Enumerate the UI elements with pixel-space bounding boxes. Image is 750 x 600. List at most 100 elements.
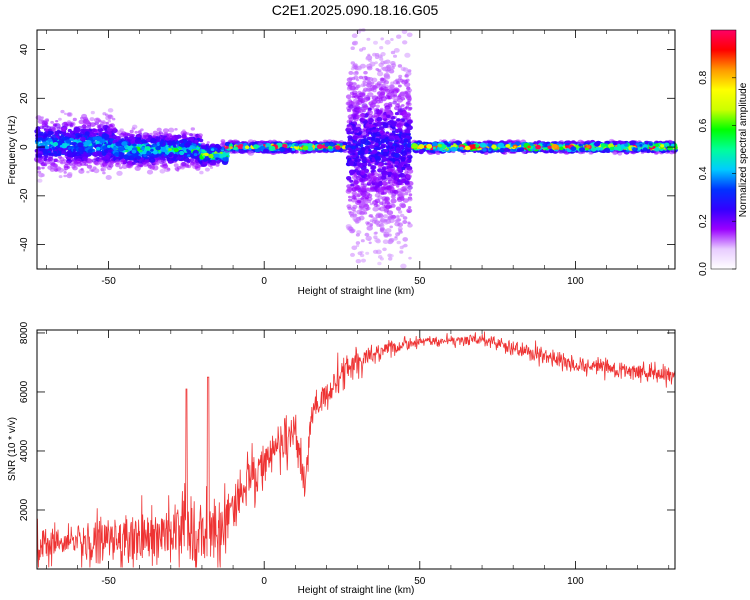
spectrogram-cell bbox=[324, 142, 330, 147]
spectrogram-cell bbox=[403, 107, 408, 111]
spectrogram-cell bbox=[389, 134, 395, 139]
spectrogram-cell bbox=[176, 169, 180, 172]
spectrogram-cell bbox=[67, 172, 73, 177]
spectrogram-cell bbox=[351, 145, 357, 150]
spectrogram-cell bbox=[362, 80, 367, 84]
spectrogram-cell bbox=[168, 135, 175, 141]
spectrogram-cell bbox=[348, 195, 352, 199]
spectrogram-cell bbox=[372, 52, 377, 57]
spectrogram-cell bbox=[121, 131, 127, 136]
spectrogram-cell bbox=[359, 164, 363, 168]
spectrogram-cell bbox=[162, 163, 168, 169]
spectrogram-cell bbox=[405, 92, 409, 95]
spectrogram-cell bbox=[154, 161, 160, 166]
spectrogram-cell bbox=[101, 151, 107, 156]
spectrogram-cell bbox=[362, 135, 367, 139]
spectrogram-cell bbox=[345, 94, 352, 99]
spectrogram-cell bbox=[149, 132, 153, 136]
spectrogram-cell bbox=[37, 153, 43, 158]
spectrogram-cell bbox=[294, 143, 299, 147]
spectrogram-cell bbox=[139, 149, 143, 153]
spectrogram-cell bbox=[358, 189, 362, 193]
spectrogram-cell bbox=[38, 137, 43, 141]
spectrogram-cell bbox=[48, 153, 52, 156]
spectrogram-cell bbox=[136, 155, 142, 160]
spectrogram-cell bbox=[123, 154, 129, 160]
spectrogram-cell bbox=[347, 135, 353, 140]
spectrogram-cell bbox=[156, 127, 162, 132]
spectrogram-cell bbox=[214, 151, 218, 155]
spectrogram-cell bbox=[109, 123, 115, 128]
spectrogram-cell bbox=[395, 218, 401, 223]
spectrogram-cell bbox=[211, 160, 217, 164]
spectrogram-cell bbox=[390, 194, 395, 198]
spectrogram-cell bbox=[70, 122, 74, 126]
spectrogram-cell bbox=[366, 66, 373, 71]
spectrogram-cell bbox=[356, 148, 361, 151]
spectrogram-cell bbox=[361, 147, 366, 151]
spectrogram-cell bbox=[82, 119, 88, 123]
spectrogram-cell bbox=[358, 98, 363, 103]
spectrogram-cell bbox=[364, 124, 369, 128]
spectrogram-cell bbox=[387, 174, 391, 178]
spectrogram-cell bbox=[361, 188, 367, 192]
spectrogram-cell bbox=[407, 206, 412, 209]
spectrogram-cell bbox=[93, 168, 100, 174]
spectrogram-cell bbox=[146, 138, 151, 142]
spectrogram-cell bbox=[107, 132, 112, 136]
spectrogram-cell bbox=[54, 168, 58, 172]
spectrogram-cell bbox=[187, 150, 192, 154]
spectrogram-cell bbox=[59, 126, 63, 129]
spectrogram-cell bbox=[102, 145, 107, 150]
spectrogram-cell bbox=[136, 134, 141, 138]
spectrogram-cell bbox=[36, 166, 42, 171]
spectrogram-cell bbox=[87, 149, 93, 154]
spectrogram-cell bbox=[374, 142, 379, 146]
spectrogram-cell bbox=[353, 98, 358, 103]
spectrogram-cell bbox=[302, 145, 309, 151]
spectrogram-cell bbox=[402, 110, 407, 113]
spectrogram-cell bbox=[100, 121, 105, 126]
spectrogram-cell bbox=[361, 117, 366, 121]
spectrogram-cell bbox=[41, 166, 45, 170]
spectrogram-cell bbox=[168, 148, 172, 151]
spectrogram-cell bbox=[165, 136, 171, 141]
spectrogram-cell bbox=[379, 91, 386, 96]
spectrogram-cell bbox=[382, 239, 389, 244]
spectrogram-cell bbox=[401, 245, 406, 248]
spectrogram-cell bbox=[43, 133, 49, 138]
spectrogram-cell bbox=[369, 127, 373, 131]
spectrogram-cell bbox=[407, 221, 411, 225]
spectrogram-cell bbox=[395, 173, 399, 177]
spectrogram-cell bbox=[380, 192, 385, 196]
spectrogram-cell bbox=[389, 225, 394, 229]
spectrogram-cell bbox=[193, 153, 198, 157]
spectrogram-cell bbox=[79, 160, 87, 166]
spectrogram-cell bbox=[350, 252, 355, 257]
spectrogram-cell bbox=[348, 198, 352, 202]
spectrogram-cell bbox=[367, 110, 374, 115]
spectrogram-cell bbox=[352, 204, 358, 209]
spectrogram-cell bbox=[167, 153, 173, 158]
spectrogram-cell bbox=[191, 146, 196, 150]
spectrogram-cell bbox=[359, 113, 366, 118]
spectrogram-cell bbox=[129, 134, 134, 138]
spectrogram-cell bbox=[383, 166, 388, 170]
spectrogram-cell bbox=[360, 197, 364, 200]
spectrogram-cell bbox=[351, 33, 358, 38]
spectrogram-cell bbox=[63, 121, 68, 125]
spectrogram-cell bbox=[383, 233, 389, 238]
spectrogram-cell bbox=[96, 124, 102, 129]
spectrogram-cell bbox=[107, 119, 111, 123]
spectrogram-cell bbox=[396, 81, 401, 85]
spectrogram-cell bbox=[112, 146, 118, 151]
spectrogram-cell bbox=[52, 142, 59, 147]
spectrogram-cell bbox=[352, 135, 358, 140]
spectrogram-cell bbox=[95, 131, 99, 134]
spectrogram-cell bbox=[407, 189, 412, 193]
spectrogram-cell bbox=[79, 151, 84, 155]
spectrogram-cell bbox=[356, 199, 362, 204]
spectrogram-cell bbox=[352, 213, 358, 218]
spectrogram-cell bbox=[381, 156, 388, 162]
spectrogram-cell bbox=[58, 117, 62, 121]
